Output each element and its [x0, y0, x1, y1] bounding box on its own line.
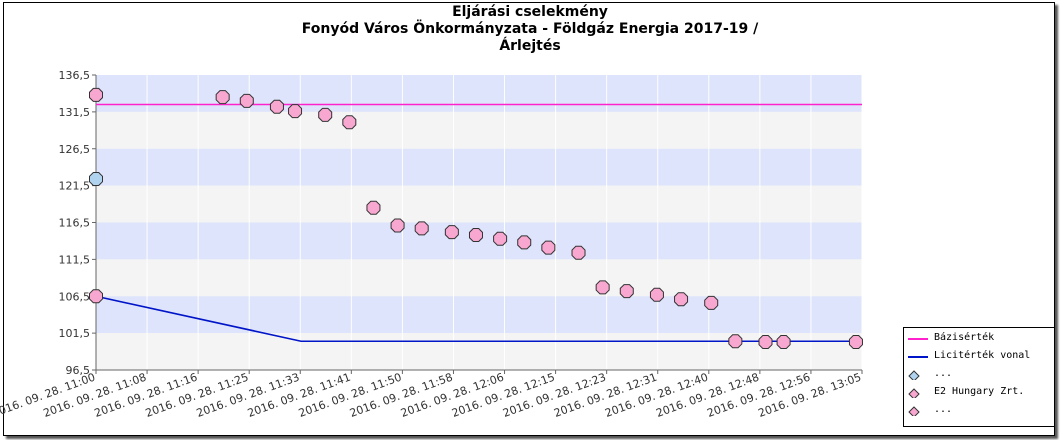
data-point-marker: [414, 221, 429, 236]
y-tick-labels: 136,5 131,5 126,5 121,5 116,5 111,5 106,5 101,5…: [59, 69, 96, 377]
data-point-marker: [704, 295, 719, 310]
legend-item-pink-marker: ...: [904, 402, 1054, 420]
data-point-marker: [269, 99, 284, 114]
data-point-marker: [239, 93, 254, 108]
data-point-marker: [215, 90, 230, 105]
data-point-marker: [674, 292, 689, 307]
y-tick-label: 136,5: [59, 69, 91, 82]
data-point-marker: [493, 231, 508, 246]
data-point-marker: [619, 284, 634, 299]
legend-item-bid-line: Licitérték vonal: [904, 348, 1054, 366]
background-band: [96, 111, 862, 149]
data-point-marker: [517, 235, 532, 250]
data-point-marker: [89, 87, 103, 102]
data-point-marker: [390, 218, 405, 233]
data-point-marker: [595, 280, 610, 295]
data-point-marker: [728, 334, 743, 349]
background-band: [96, 333, 862, 370]
data-point-marker: [848, 334, 863, 349]
background-band: [96, 75, 862, 112]
legend-item-blue-marker: ...: [904, 366, 1054, 384]
y-tick-label: 131,5: [59, 106, 91, 119]
series-markers: [89, 87, 863, 349]
legend-diamond-icon: [908, 370, 920, 380]
chart-legend: Bázisérték Licitérték vonal ... E2 Hunga…: [903, 327, 1055, 427]
y-tick-label: 106,5: [59, 290, 91, 303]
y-tick-label: 126,5: [59, 143, 91, 156]
chart-title-line-3: Árlejtés: [499, 38, 561, 54]
legend-swatch-diamond: [908, 370, 920, 380]
data-point-marker: [758, 334, 773, 349]
data-point-marker: [342, 115, 357, 130]
data-point-marker: [444, 225, 459, 240]
data-point-marker: [649, 287, 664, 302]
legend-item-base: Bázisérték: [904, 330, 1054, 348]
background-band: [96, 296, 862, 334]
background-band: [96, 185, 862, 223]
legend-item-e2-hungary: E2 Hungary Zrt.: [904, 384, 1054, 402]
y-tick-label: 96,5: [66, 364, 91, 377]
background-band: [96, 148, 862, 186]
legend-swatch-diamond: [908, 388, 920, 398]
legend-swatch-line: [908, 356, 928, 358]
background-band: [96, 259, 862, 297]
background-bands: [96, 75, 862, 370]
series-line: [95, 295, 862, 343]
legend-label: E2 Hungary Zrt.: [934, 386, 1025, 397]
data-point-marker: [89, 171, 103, 186]
series-lines: [95, 103, 862, 343]
chart-title: Eljárási cselekmény Fonyód Város Önkormá…: [0, 4, 1060, 55]
legend-label: Licitérték vonal: [934, 350, 1031, 361]
data-point-marker: [318, 107, 333, 122]
legend-label: ...: [934, 404, 953, 415]
legend-label: ...: [934, 368, 953, 379]
legend-diamond-icon: [908, 406, 920, 416]
y-tick-label: 121,5: [59, 180, 91, 193]
data-point-marker: [366, 200, 381, 215]
data-point-marker: [541, 240, 556, 255]
legend-swatch-line: [908, 338, 928, 340]
data-point-marker: [776, 334, 791, 349]
data-point-marker: [89, 289, 103, 304]
data-point-marker: [288, 104, 303, 119]
y-tick-label: 111,5: [59, 253, 91, 266]
chart-title-line-1: Eljárási cselekmény: [452, 4, 608, 20]
chart-title-line-2: Fonyód Város Önkormányzata - Földgáz Ene…: [301, 21, 759, 37]
y-tick-label: 116,5: [59, 217, 91, 230]
legend-diamond-icon: [908, 388, 920, 398]
data-point-marker: [468, 228, 483, 243]
legend-label: Bázisérték: [934, 332, 995, 343]
data-point-marker: [571, 245, 586, 260]
y-tick-label: 101,5: [59, 327, 91, 340]
legend-swatch-diamond: [908, 406, 920, 416]
